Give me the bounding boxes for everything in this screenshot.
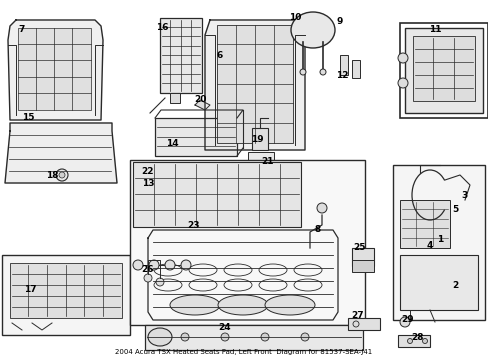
Bar [351,248,373,266]
Circle shape [156,278,163,286]
Circle shape [56,169,68,181]
Bar [10,263,122,318]
Circle shape [301,333,308,341]
Circle shape [397,78,407,88]
Text: 28: 28 [411,333,424,342]
Text: 2: 2 [451,280,457,289]
Text: 12: 12 [335,71,347,80]
Circle shape [397,53,407,63]
Text: 22: 22 [142,167,154,176]
Bar [155,118,237,156]
Bar [392,165,484,320]
Polygon shape [5,123,117,183]
Text: 15: 15 [21,113,34,122]
Text: 20: 20 [193,95,206,104]
Text: 24: 24 [218,324,231,333]
Text: 16: 16 [156,23,168,32]
Circle shape [133,260,142,270]
Text: 25: 25 [353,243,366,252]
Bar [130,160,364,325]
Circle shape [399,317,409,327]
Polygon shape [204,20,305,150]
Bar [247,152,273,166]
Text: 8: 8 [314,225,321,234]
Text: 21: 21 [261,158,274,166]
Text: 17: 17 [23,285,36,294]
Text: 11: 11 [428,26,440,35]
Circle shape [181,260,191,270]
Circle shape [59,172,65,178]
Bar [399,200,449,248]
Bar [404,28,482,113]
Text: 23: 23 [186,220,199,230]
Bar [339,55,347,75]
Bar [2,255,130,335]
Ellipse shape [170,295,220,315]
Text: 3: 3 [461,190,467,199]
Circle shape [261,333,268,341]
Circle shape [352,321,358,327]
Bar [18,28,91,110]
Bar [399,23,487,118]
Polygon shape [195,100,209,110]
Text: 4: 4 [426,240,432,249]
Bar [217,25,292,143]
Text: 2004 Acura TSX Heated Seats Pad, Left Front  Diagram for 81537-SEA-J41: 2004 Acura TSX Heated Seats Pad, Left Fr… [115,349,372,355]
Bar [412,36,474,101]
Bar [133,162,301,227]
Text: 7: 7 [19,26,25,35]
Circle shape [422,338,427,343]
Bar [351,260,373,272]
Circle shape [181,333,189,341]
Bar [314,210,328,232]
Bar [251,128,267,150]
Ellipse shape [218,295,267,315]
Circle shape [143,274,152,282]
Polygon shape [148,230,337,320]
Circle shape [149,260,159,270]
Text: 6: 6 [217,50,223,59]
Ellipse shape [148,328,172,346]
Text: 1: 1 [436,235,442,244]
Text: 26: 26 [142,266,154,274]
Circle shape [299,69,305,75]
Bar [160,18,202,93]
Text: 9: 9 [336,18,343,27]
Text: 27: 27 [351,310,364,320]
Text: 19: 19 [250,135,263,144]
Text: 10: 10 [288,13,301,22]
Text: 18: 18 [46,171,58,180]
Polygon shape [8,20,103,120]
Circle shape [221,333,228,341]
Ellipse shape [290,12,334,48]
Text: 13: 13 [142,179,154,188]
Bar [397,335,429,347]
Bar [170,93,180,103]
Circle shape [407,338,412,343]
Circle shape [164,260,175,270]
Bar [351,60,359,78]
Bar [399,255,477,310]
Text: 29: 29 [401,315,413,324]
Circle shape [316,203,326,213]
Bar [347,318,379,330]
Text: 14: 14 [165,139,178,148]
Text: 5: 5 [451,206,457,215]
Circle shape [319,69,325,75]
Bar [145,325,362,350]
Ellipse shape [264,295,314,315]
